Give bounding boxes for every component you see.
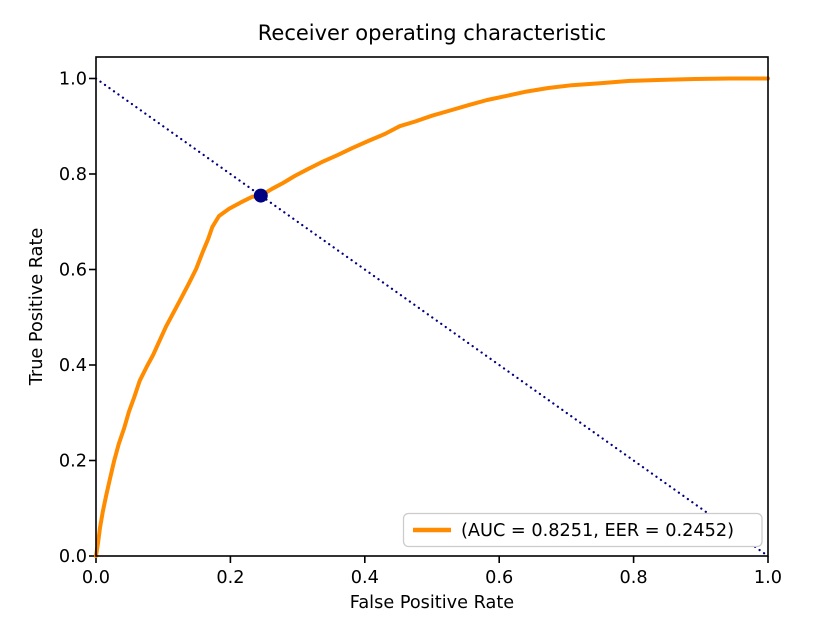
y-tick-label: 0.2 (59, 451, 87, 471)
series-layer (94, 76, 770, 558)
y-tick-label: 0.0 (59, 547, 87, 567)
x-tick-label: 0.4 (351, 568, 379, 588)
x-tick-label: 1.0 (754, 568, 782, 588)
x-axis-label: False Positive Rate (350, 593, 514, 613)
y-tick-label: 1.0 (59, 69, 87, 89)
y-tick-label: 0.4 (59, 356, 87, 376)
axes-spines (95, 56, 769, 557)
eer-diagonal-line (94, 77, 770, 558)
y-axis-label: True Positive Rate (27, 228, 47, 387)
y-axis-ticks: 0.0 0.2 0.4 0.6 0.8 1.0 (59, 69, 96, 567)
y-tick-label: 0.6 (59, 260, 87, 280)
chart-title: Receiver operating characteristic (258, 21, 606, 45)
x-tick-label: 0.6 (485, 568, 513, 588)
x-tick-label: 0.2 (216, 568, 244, 588)
legend-box (402, 512, 763, 548)
x-tick-label: 0.8 (620, 568, 648, 588)
plot-area-background (96, 57, 768, 556)
eer-point (253, 188, 268, 203)
marker-layer (253, 188, 268, 203)
legend: (AUC = 0.8251, EER = 0.2452) (402, 512, 763, 548)
legend-label: (AUC = 0.8251, EER = 0.2452) (461, 521, 734, 541)
roc-curve-line (94, 76, 770, 558)
x-tick-label: 0.0 (82, 568, 110, 588)
x-axis-ticks: 0.0 0.2 0.4 0.6 0.8 1.0 (82, 556, 782, 588)
y-tick-label: 0.8 (59, 165, 87, 185)
